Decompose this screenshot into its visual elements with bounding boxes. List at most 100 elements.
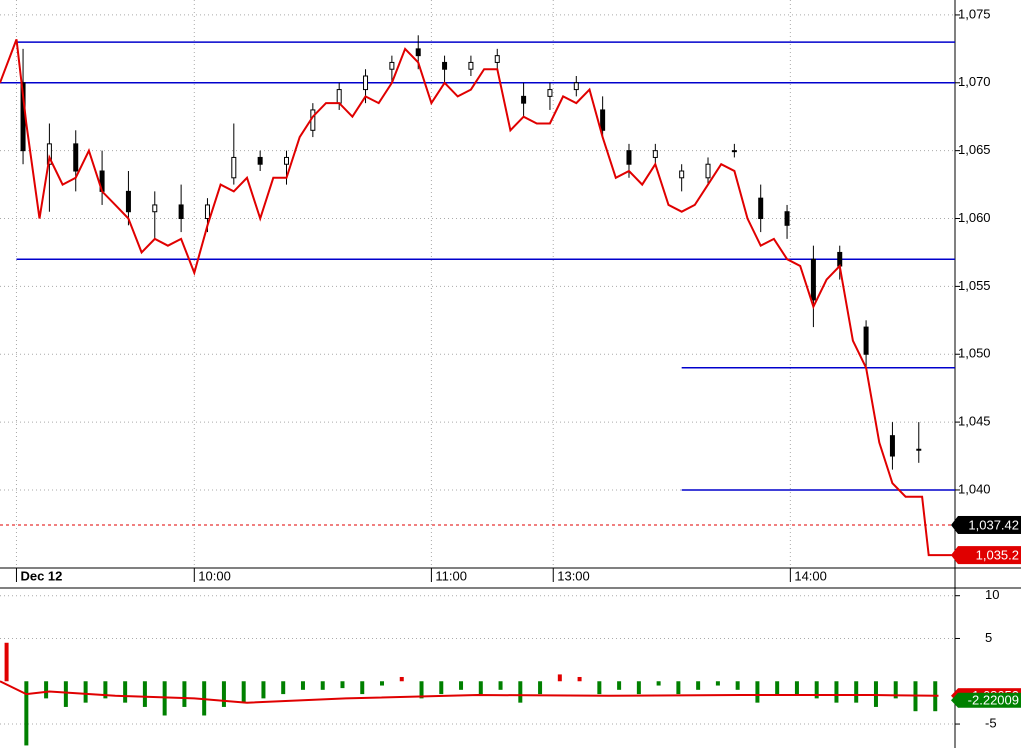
histogram-bar — [241, 681, 246, 703]
candle-body — [758, 197, 764, 220]
x-tick-label: 14:00 — [794, 568, 827, 583]
candle-body — [784, 211, 790, 226]
histogram-bar — [755, 681, 760, 703]
y-tick-label: 1,070 — [958, 74, 991, 89]
histogram-bar — [696, 681, 701, 690]
candle-body — [547, 89, 553, 97]
candle-body — [415, 48, 421, 57]
histogram-bar — [597, 681, 602, 695]
histogram-bar — [300, 681, 305, 690]
y-tick-label: 5 — [985, 630, 992, 645]
histogram-bar — [380, 681, 384, 686]
candle-body — [679, 170, 685, 179]
candle-body — [284, 156, 289, 165]
candle-body — [73, 143, 79, 172]
candle-body — [152, 204, 158, 213]
candle-body — [705, 163, 711, 179]
histogram-bar — [715, 681, 720, 686]
candle-body — [468, 61, 474, 70]
candle-body — [389, 61, 395, 70]
histogram-bar — [794, 681, 799, 695]
candle-body — [889, 435, 895, 457]
histogram-bar — [142, 681, 147, 707]
y-tick-label: 1,055 — [958, 278, 991, 293]
candle-body — [204, 204, 210, 220]
y-tick-label: 1,065 — [958, 142, 991, 157]
histogram-bar — [399, 676, 404, 682]
histogram-bar — [538, 681, 543, 695]
histogram-bar — [360, 681, 365, 695]
price-label-box — [958, 546, 1021, 565]
price-label-arrow — [951, 515, 958, 534]
histogram-bar — [676, 681, 681, 695]
histogram-bar — [182, 681, 187, 707]
y-tick-label: 1,045 — [958, 414, 991, 429]
x-tick-label: 11:00 — [435, 568, 467, 583]
histogram-bar — [320, 681, 325, 690]
histogram-bar — [281, 681, 286, 695]
price-label-arrow — [951, 546, 958, 565]
y-tick-label: -5 — [985, 715, 997, 730]
candle-body — [231, 156, 237, 179]
candle-body — [731, 150, 737, 153]
candle-body — [916, 448, 922, 451]
histogram-bar — [83, 681, 88, 703]
histogram-bar — [24, 681, 29, 746]
histogram-bar — [775, 681, 780, 695]
candle-body — [652, 150, 658, 158]
candle-body — [810, 258, 816, 301]
histogram-bar — [340, 681, 345, 689]
candle-body — [521, 95, 527, 104]
price-label-arrow — [951, 692, 958, 708]
histogram-bar — [854, 681, 859, 703]
candle-body — [178, 204, 184, 220]
candle-body — [46, 143, 52, 165]
x-tick-label: Dec 12 — [20, 568, 62, 583]
histogram-bar — [814, 681, 819, 699]
candle-body — [442, 61, 448, 70]
candle-body — [863, 326, 869, 355]
histogram-bar — [498, 681, 503, 690]
candle-body — [600, 109, 606, 131]
histogram-bar — [439, 681, 444, 695]
histogram-bar — [261, 681, 266, 699]
histogram-bar — [221, 681, 226, 707]
histogram-bar — [478, 681, 483, 695]
candle-body — [257, 156, 263, 165]
candle-body — [626, 150, 632, 165]
histogram-bar — [44, 681, 49, 699]
price-label: 1,035.2 — [976, 548, 1019, 563]
histogram-bar — [636, 681, 641, 695]
y-tick-label: 1,075 — [958, 6, 991, 21]
y-tick-label: 1,040 — [958, 481, 991, 496]
candle-body — [336, 89, 342, 104]
histogram-bar — [735, 681, 740, 690]
price-label: 1,037.42 — [968, 517, 1019, 532]
candle-body — [363, 75, 369, 91]
candle-body — [494, 55, 500, 63]
price-label-box — [958, 692, 1021, 708]
x-tick-label: 13:00 — [557, 568, 590, 583]
histogram-bar — [123, 681, 128, 703]
price-label-box — [958, 515, 1021, 534]
histogram-bar — [617, 681, 622, 690]
y-tick-label: 1,060 — [958, 210, 991, 225]
candle-body — [125, 190, 131, 213]
histogram-bar — [518, 681, 523, 703]
y-tick-label: 1,050 — [958, 346, 991, 361]
histogram-bar — [63, 681, 68, 707]
histogram-bar — [893, 681, 898, 699]
candle-body — [573, 82, 579, 91]
price-label: -2.22009 — [968, 693, 1019, 708]
signal-line — [0, 680, 939, 704]
candle-body — [837, 251, 843, 267]
histogram-bar — [4, 642, 9, 682]
histogram-bar — [419, 681, 424, 699]
histogram-bar — [834, 681, 839, 703]
histogram-bar — [656, 681, 661, 686]
histogram-bar — [577, 676, 582, 682]
price-line — [0, 39, 952, 557]
x-tick-label: 10:00 — [198, 568, 231, 583]
